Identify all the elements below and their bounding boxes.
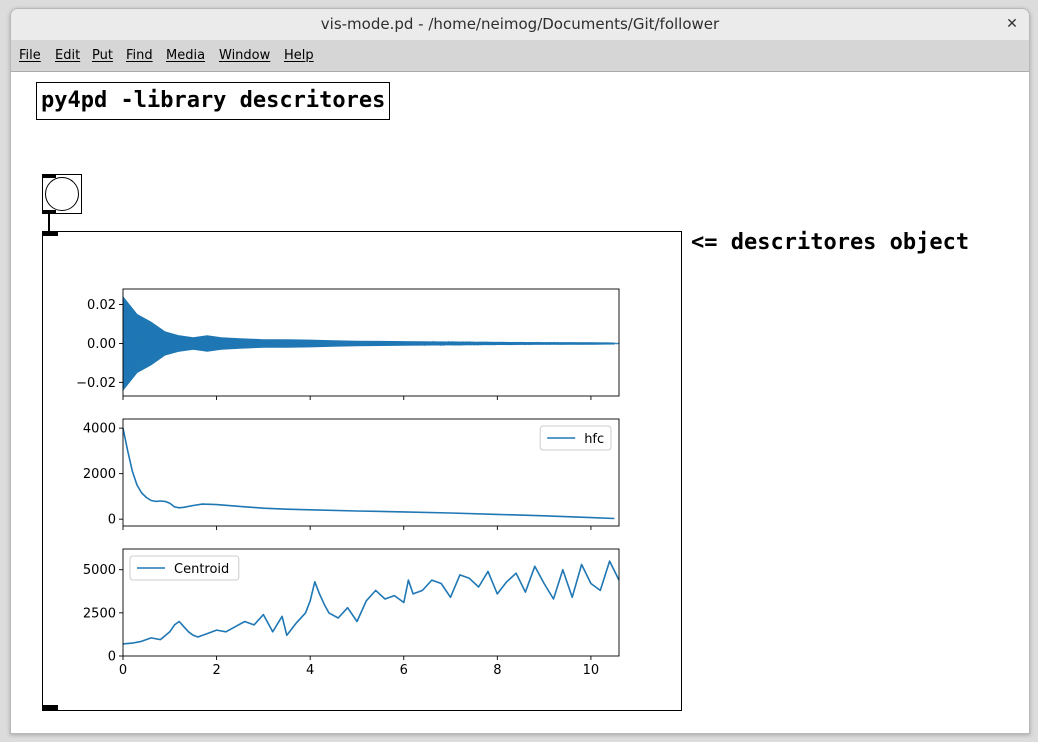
patch-cord[interactable] [48,212,50,232]
ytick-label: 0.00 [87,337,116,352]
menu-put[interactable]: Put [92,48,113,63]
legend-box [539,425,612,451]
patch-canvas[interactable]: py4pd -library descritores 0.02 0.00 −0.02… [11,72,1029,733]
menu-bar: File Edit Put Find Media Window Help [11,41,1029,72]
ytick-label: 5000 [83,563,116,578]
menu-media[interactable]: Media [166,48,206,63]
legend-label: Centroid [174,562,229,577]
close-icon[interactable]: ✕ [1006,16,1018,32]
xtick-label: 0 [119,663,127,678]
xtick-label: 10 [583,663,600,678]
ytick-label: 0 [108,513,116,528]
title-comment[interactable]: py4pd -library descritores [36,82,391,120]
descritores-object[interactable]: 0.02 0.00 −0.02 4000 2000 0 hfc 5000 2500 0 0 2 4 6 8 1… [42,231,682,711]
ytick-label: 4000 [83,422,116,437]
xtick-label: 2 [212,663,220,678]
legend-label: hfc [584,432,604,447]
ytick-label: 2000 [83,467,116,482]
pd-patch-window: vis-mode.pd - /home/neimog/Documents/Git… [10,8,1030,734]
waveform-line [122,297,620,381]
object-label-comment[interactable]: <= descritores object [691,230,970,255]
menu-edit[interactable]: Edit [55,48,81,63]
plot-frame-1 [122,418,620,527]
ytick-label: −0.02 [76,376,116,391]
window-title: vis-mode.pd - /home/neimog/Documents/Git… [320,15,720,33]
menu-help[interactable]: Help [284,48,314,63]
menu-find[interactable]: Find [126,48,153,63]
title-bar[interactable]: vis-mode.pd - /home/neimog/Documents/Git… [11,9,1029,41]
object-inlet [42,231,58,236]
xtick-label: 4 [306,663,314,678]
plot-frame-0 [122,288,620,397]
bang-inlet [42,174,56,178]
ytick-label: 2500 [83,606,116,621]
ytick-label: 0 [108,650,116,665]
xtick-label: 8 [493,663,501,678]
bang-circle[interactable] [45,177,79,211]
bang-object[interactable] [42,174,82,214]
series-line-centroid [122,560,620,645]
xtick-label: 6 [400,663,408,678]
legend-box [129,555,240,581]
menu-window[interactable]: Window [219,48,271,63]
menu-file[interactable]: File [19,48,41,63]
bang-outlet[interactable] [42,210,56,213]
series-line-hfc [122,427,615,520]
object-outlet[interactable] [42,705,58,710]
plot-frame-2 [122,548,620,657]
ytick-label: 0.02 [87,298,116,313]
